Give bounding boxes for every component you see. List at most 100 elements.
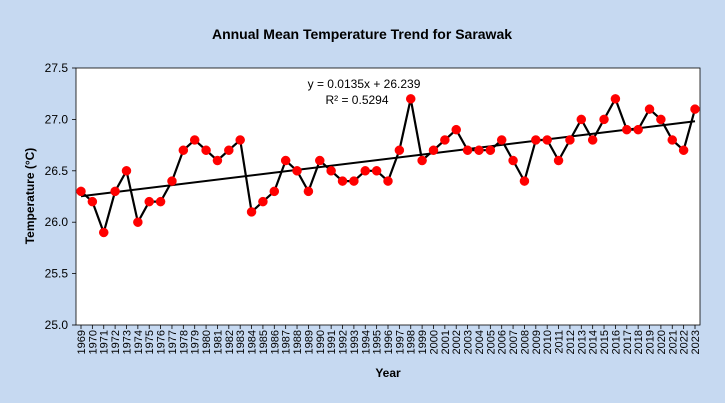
data-point	[587, 135, 598, 145]
data-point	[508, 155, 518, 166]
x-tick-label: 1999	[417, 330, 429, 354]
y-tick-label: 26.5	[45, 164, 69, 178]
series-layer	[76, 94, 700, 238]
x-tick-label: 1975	[144, 330, 156, 354]
data-point	[258, 196, 268, 207]
x-tick-label: 1980	[201, 330, 213, 354]
data-point	[246, 207, 257, 217]
x-tick-label: 1987	[281, 330, 293, 354]
data-point	[87, 196, 98, 207]
data-point	[610, 94, 621, 104]
x-tick-label: 1991	[326, 330, 338, 354]
data-point	[622, 124, 632, 135]
x-tick-label: 1978	[178, 330, 190, 354]
data-point	[690, 104, 700, 114]
x-tick-label: 1976	[156, 330, 168, 354]
data-point	[383, 176, 393, 186]
x-tick-label: 1986	[269, 330, 281, 354]
x-tick-label: 2000	[428, 330, 440, 354]
y-tick-label: 26.0	[45, 215, 69, 229]
data-point	[269, 186, 280, 197]
x-tick-label: 2007	[508, 330, 520, 354]
y-axis-ticks: 25.0 25.5 26.0 26.5 27.0 27.5	[45, 61, 76, 332]
data-point	[678, 145, 689, 155]
x-tick-label: 2014	[588, 330, 600, 354]
data-point	[667, 135, 678, 145]
data-point	[326, 166, 336, 176]
data-point	[280, 155, 291, 166]
data-point	[531, 135, 541, 145]
x-tick-label: 2023	[690, 330, 702, 354]
x-tick-label: 2008	[519, 330, 531, 354]
data-point	[440, 135, 450, 145]
data-point	[462, 145, 473, 155]
data-point	[349, 176, 359, 186]
x-tick-label: 1998	[406, 330, 418, 354]
data-point	[451, 124, 461, 135]
data-point	[599, 114, 609, 125]
data-point	[303, 186, 314, 197]
data-point	[417, 155, 427, 166]
data-point	[167, 176, 177, 186]
data-point	[656, 114, 666, 125]
x-tick-label: 1990	[315, 330, 327, 354]
data-point	[360, 166, 371, 176]
x-tick-label: 2021	[667, 330, 679, 354]
x-tick-label: 1997	[394, 330, 406, 354]
x-tick-label: 1985	[258, 330, 270, 354]
x-tick-label: 2005	[485, 330, 497, 354]
data-point	[496, 135, 507, 145]
x-tick-label: 1993	[349, 330, 361, 354]
x-tick-label: 1984	[247, 330, 259, 354]
data-point	[428, 145, 439, 155]
x-tick-label: 1974	[133, 330, 145, 354]
data-point	[371, 166, 382, 176]
x-tick-label: 1971	[99, 330, 111, 354]
data-point	[565, 135, 575, 145]
x-tick-label: 2019	[645, 330, 657, 354]
data-point	[633, 124, 643, 135]
x-tick-label: 2017	[622, 330, 634, 354]
x-tick-label: 1973	[121, 330, 133, 354]
data-point	[474, 145, 484, 155]
data-point	[553, 155, 564, 166]
x-tick-label: 2011	[554, 330, 566, 354]
data-point	[178, 145, 189, 155]
x-tick-label: 1983	[235, 330, 247, 354]
x-tick-label: 2018	[633, 330, 645, 354]
x-tick-label: 2013	[576, 330, 588, 354]
x-tick-label: 2001	[440, 330, 452, 354]
x-tick-label: 1992	[338, 330, 350, 354]
x-tick-label: 1988	[292, 330, 304, 354]
trendline-r-squared: R² = 0.5294	[325, 93, 388, 107]
data-point	[121, 166, 132, 176]
x-tick-label: 1981	[212, 330, 224, 354]
x-tick-label: 1972	[110, 330, 122, 354]
x-tick-label: 1969	[76, 330, 88, 354]
plot-area	[75, 67, 701, 326]
x-tick-label: 1970	[87, 330, 99, 354]
x-tick-label: 1979	[190, 330, 202, 354]
y-tick-label: 25.0	[45, 318, 69, 332]
y-tick-label: 25.5	[45, 267, 69, 281]
x-tick-label: 1994	[360, 330, 372, 354]
x-tick-label: 2022	[679, 330, 691, 354]
x-tick-label: 2020	[656, 330, 668, 354]
x-tick-label: 2012	[565, 330, 577, 354]
x-tick-label: 1982	[224, 330, 236, 354]
x-tick-label: 2010	[542, 330, 554, 354]
trendline-equation: y = 0.0135x + 26.239	[308, 77, 421, 91]
data-point	[110, 186, 120, 197]
data-point	[485, 145, 496, 155]
x-axis-ticks: 1969 1970 1971 1972 1973 1974 1975 1976 1977 1978…	[76, 325, 702, 354]
data-point	[315, 155, 325, 166]
chart-title: Annual Mean Temperature Trend for Sarawa…	[212, 26, 512, 42]
data-point	[337, 176, 348, 186]
data-point	[201, 145, 211, 155]
y-axis-label: Temperature (°C)	[23, 148, 37, 245]
x-tick-label: 1996	[383, 330, 395, 354]
data-point	[76, 186, 86, 197]
data-point	[212, 155, 223, 166]
